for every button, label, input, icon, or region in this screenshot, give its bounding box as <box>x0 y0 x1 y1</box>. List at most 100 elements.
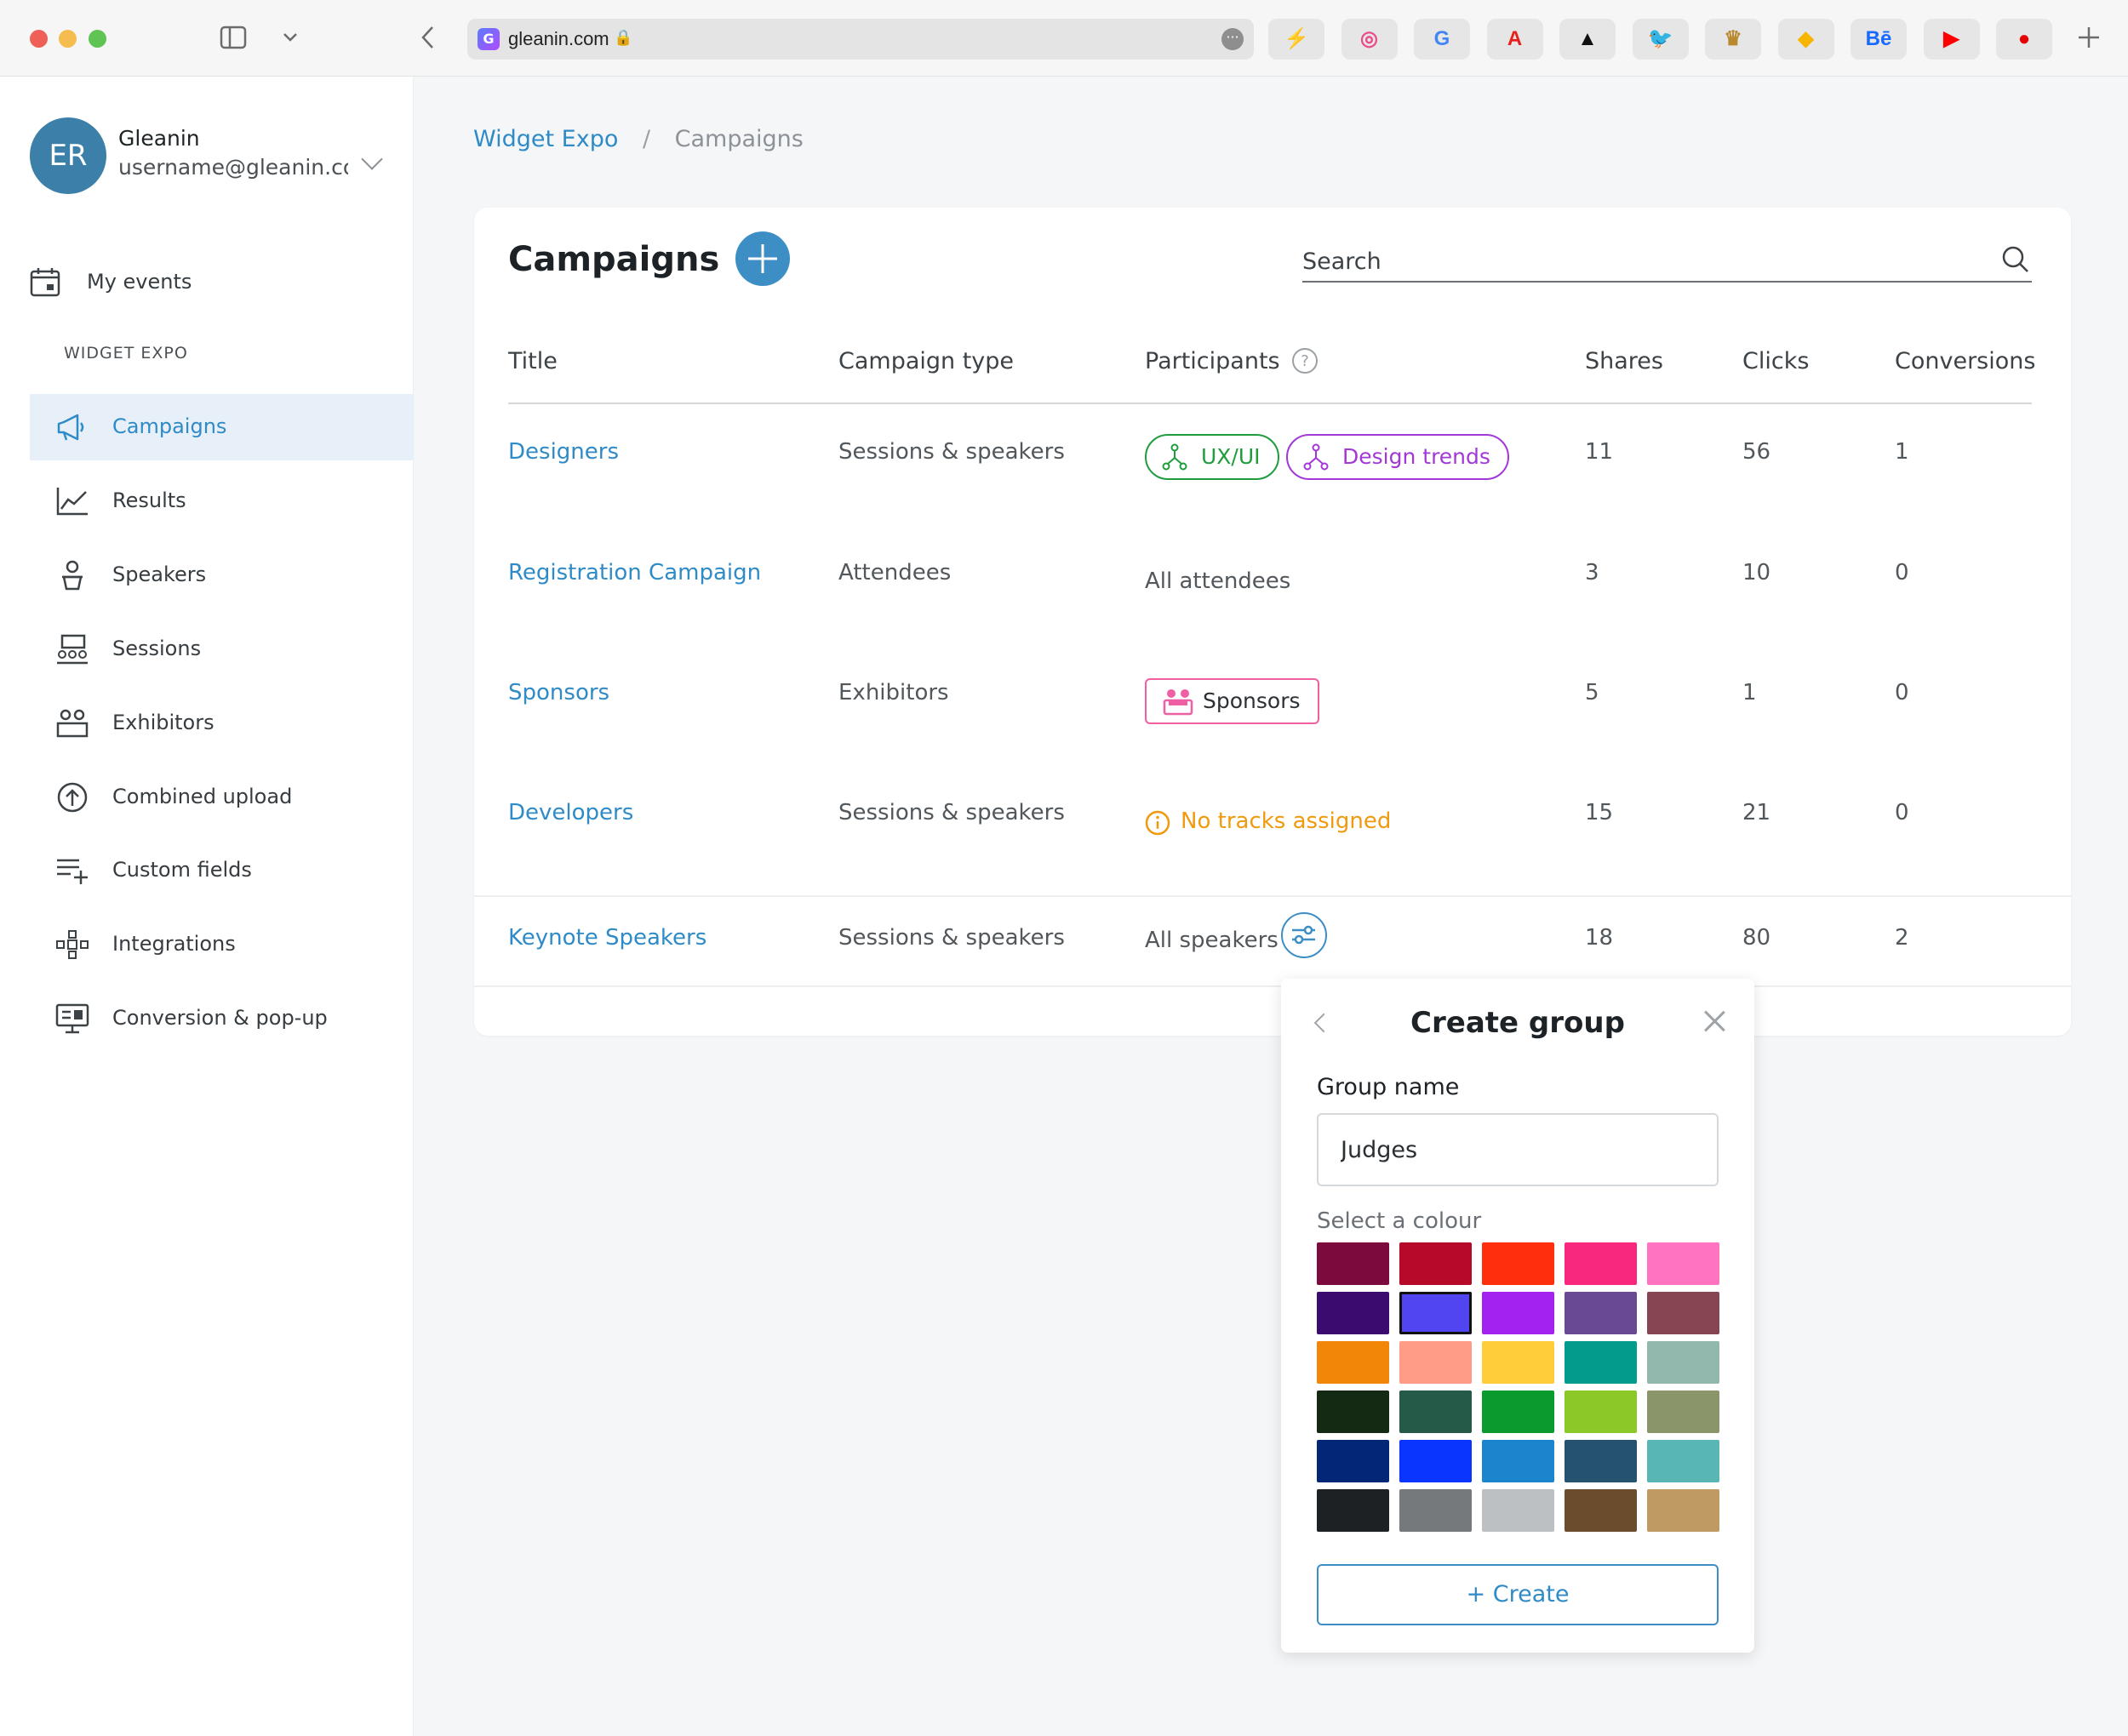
maximize-window-button[interactable] <box>89 30 106 48</box>
sidebar-item-label: Conversion & pop-up <box>112 1006 328 1031</box>
lightning-icon[interactable]: ⚡ <box>1268 19 1324 60</box>
campaign-title-link[interactable]: Registration Campaign <box>508 560 762 585</box>
new-tab-icon[interactable] <box>2077 26 2101 49</box>
colour-swatch[interactable] <box>1399 1292 1472 1334</box>
sidebar-item-exhibitors[interactable]: Exhibitors <box>30 690 414 757</box>
colour-swatch[interactable] <box>1317 1341 1389 1384</box>
campaigns-card: Campaigns Search Title Campaign type Par… <box>474 208 2071 1036</box>
address-bar[interactable]: G gleanin.com 🔒 ··· <box>467 19 1254 60</box>
column-header-title[interactable]: Title <box>508 348 558 374</box>
vodafone-icon[interactable]: ● <box>1996 19 2052 60</box>
sidebar-item-custom-fields[interactable]: Custom fields <box>30 837 414 904</box>
colour-swatch[interactable] <box>1399 1341 1472 1384</box>
behance-icon[interactable]: Bē <box>1851 19 1907 60</box>
avatar[interactable]: ER <box>30 117 106 194</box>
search-icon[interactable] <box>2001 245 2030 274</box>
table-row[interactable]: Developers Sessions & speakers No tracks a… <box>474 765 2071 857</box>
adidas-icon[interactable]: ▲ <box>1559 19 1616 60</box>
sidebar-item-campaigns[interactable]: Campaigns <box>30 394 414 460</box>
colour-swatch[interactable] <box>1565 1391 1637 1433</box>
colour-swatch[interactable] <box>1317 1242 1389 1285</box>
sidebar-toggle-icon[interactable] <box>220 26 247 49</box>
colour-swatch[interactable] <box>1647 1341 1719 1384</box>
table-row[interactable]: Designers Sessions & speakers UX/UI Design … <box>474 404 2071 496</box>
track-chip[interactable]: Design trends <box>1286 434 1509 480</box>
sidebar-item-integrations[interactable]: Integrations <box>30 911 414 978</box>
colour-swatch[interactable] <box>1565 1242 1637 1285</box>
filter-icon[interactable] <box>1281 912 1327 958</box>
colour-swatch[interactable] <box>1399 1242 1472 1285</box>
colour-swatch[interactable] <box>1647 1292 1719 1334</box>
close-window-button[interactable] <box>30 30 48 48</box>
colour-swatch[interactable] <box>1317 1489 1389 1532</box>
add-campaign-button[interactable] <box>735 231 790 286</box>
sidebar-item-conversion-pop-up[interactable]: Conversion & pop-up <box>30 985 414 1052</box>
column-header-participants[interactable]: Participants <box>1145 348 1280 374</box>
colour-swatch[interactable] <box>1565 1341 1637 1384</box>
breadcrumb-separator: / <box>642 126 651 152</box>
colour-swatch[interactable] <box>1399 1489 1472 1532</box>
youtube-icon[interactable]: ▶ <box>1923 19 1980 60</box>
colour-swatch[interactable] <box>1317 1292 1389 1334</box>
colour-swatch[interactable] <box>1565 1292 1637 1334</box>
plus-icon: + <box>1466 1581 1493 1608</box>
colour-swatch[interactable] <box>1647 1391 1719 1433</box>
colour-swatch[interactable] <box>1482 1440 1554 1482</box>
help-icon[interactable]: ? <box>1291 347 1319 374</box>
breadcrumb-parent[interactable]: Widget Expo <box>473 126 619 152</box>
column-header-campaign-type[interactable]: Campaign type <box>838 348 1015 374</box>
search-input[interactable]: Search <box>1302 238 2032 283</box>
adobe-icon[interactable]: A <box>1486 19 1543 60</box>
column-header-clicks[interactable]: Clicks <box>1742 348 1810 374</box>
campaign-title-link[interactable]: Designers <box>508 439 619 465</box>
colour-swatch[interactable] <box>1647 1242 1719 1285</box>
colour-swatch[interactable] <box>1647 1440 1719 1482</box>
sidebar-item-my-events[interactable]: My events <box>30 249 414 316</box>
colour-swatch[interactable] <box>1317 1440 1389 1482</box>
campaign-type: Sessions & speakers <box>838 439 1065 465</box>
campaign-title-link[interactable]: Sponsors <box>508 680 610 705</box>
minimize-window-button[interactable] <box>59 30 77 48</box>
custom-fields-icon <box>57 859 88 885</box>
colour-swatch[interactable] <box>1317 1391 1389 1433</box>
group-tag[interactable]: Sponsors <box>1145 678 1319 724</box>
sidebar-item-combined-upload[interactable]: Combined upload <box>30 764 414 831</box>
colour-swatch[interactable] <box>1482 1292 1554 1334</box>
colour-swatch[interactable] <box>1565 1440 1637 1482</box>
table-row[interactable]: Sponsors Exhibitors Sponsors 5 1 0 <box>474 645 2071 737</box>
sidebar-item-results[interactable]: Results <box>30 468 414 534</box>
twitter-icon[interactable]: 🐦 <box>1632 19 1689 60</box>
account-chevron-icon[interactable] <box>361 148 383 170</box>
sidebar: ER Gleanin username@gleanin.co... My eve… <box>0 77 414 1736</box>
sidebar-item-sessions[interactable]: Sessions <box>30 616 414 682</box>
colour-swatch[interactable] <box>1399 1440 1472 1482</box>
track-chip[interactable]: UX/UI <box>1145 434 1279 480</box>
colour-swatch[interactable] <box>1482 1391 1554 1433</box>
table-row[interactable]: Keynote Speakers Sessions & speakers All s… <box>474 895 2071 987</box>
campaign-title-link[interactable]: Keynote Speakers <box>508 925 707 951</box>
colour-swatch[interactable] <box>1482 1242 1554 1285</box>
dribbble-icon[interactable]: ◎ <box>1341 19 1398 60</box>
sidebar-item-label: My events <box>87 270 192 294</box>
colour-swatch[interactable] <box>1399 1391 1472 1433</box>
back-icon[interactable] <box>420 26 434 49</box>
create-group-button[interactable]: + Create <box>1317 1564 1719 1625</box>
colour-label: Select a colour <box>1317 1208 1482 1234</box>
colour-swatch[interactable] <box>1482 1341 1554 1384</box>
clicks-count: 10 <box>1742 560 1771 585</box>
crown-icon[interactable]: ♛ <box>1705 19 1761 60</box>
campaign-title-link[interactable]: Developers <box>508 800 634 825</box>
chevron-down-icon[interactable] <box>283 32 298 43</box>
table-row[interactable]: Registration Campaign Attendees All attend… <box>474 525 2071 617</box>
sidebar-item-speakers[interactable]: Speakers <box>30 542 414 608</box>
close-icon[interactable] <box>1703 1009 1727 1033</box>
column-header-conversions[interactable]: Conversions <box>1895 348 2036 374</box>
group-name-field[interactable] <box>1317 1113 1719 1186</box>
more-icon[interactable]: ··· <box>1221 28 1244 50</box>
sketch-icon[interactable]: ◆ <box>1777 19 1834 60</box>
column-header-shares[interactable]: Shares <box>1585 348 1663 374</box>
google-icon[interactable]: G <box>1414 19 1470 60</box>
colour-swatch[interactable] <box>1482 1489 1554 1532</box>
colour-swatch[interactable] <box>1565 1489 1637 1532</box>
colour-swatch[interactable] <box>1647 1489 1719 1532</box>
